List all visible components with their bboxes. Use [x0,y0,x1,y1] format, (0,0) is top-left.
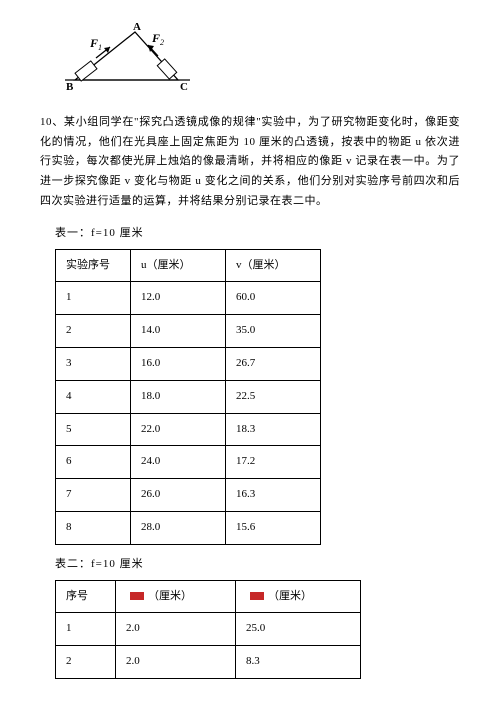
table-row: 214.035.0 [56,315,321,348]
table1-h3: v（厘米） [226,249,321,282]
label-c: C [180,81,188,90]
redacted-icon [130,592,144,600]
table2-header-row: 序号 （厘米） （厘米） [56,580,361,613]
label-b: B [66,81,74,90]
label-a: A [133,21,141,33]
table2-h3: （厘米） [236,580,361,613]
table2-h2: （厘米） [116,580,236,613]
table2-caption: 表二：f=10 厘米 [55,555,460,575]
table-row: 12.025.0 [56,613,361,646]
table2-h1: 序号 [56,580,116,613]
table-row: 418.022.5 [56,380,321,413]
label-f1: F [89,36,98,50]
table1-caption: 表一：f=10 厘米 [55,224,460,244]
svg-text:1: 1 [98,43,102,52]
table1-h2: u（厘米） [131,249,226,282]
table1-h1: 实验序号 [56,249,131,282]
table-row: 522.018.3 [56,413,321,446]
redacted-icon [250,592,264,600]
table-row: 22.08.3 [56,646,361,679]
table2: 序号 （厘米） （厘米） 12.025.0 22.08.3 [55,580,361,679]
table-row: 112.060.0 [56,282,321,315]
table-row: 828.015.6 [56,511,321,544]
problem-number: 10、 [40,116,64,128]
table1: 实验序号 u（厘米） v（厘米） 112.060.0 214.035.0 316… [55,249,321,545]
table-row: 726.016.3 [56,479,321,512]
table-row: 624.017.2 [56,446,321,479]
triangle-diagram: A B C F 1 F 2 [60,20,460,98]
table-row: 316.026.7 [56,347,321,380]
label-f2: F [151,31,160,45]
table1-header-row: 实验序号 u（厘米） v（厘米） [56,249,321,282]
svg-text:2: 2 [160,38,164,47]
problem-text: 10、某小组同学在"探究凸透镜成像的规律"实验中，为了研究物距变化时，像距变化的… [40,113,460,212]
